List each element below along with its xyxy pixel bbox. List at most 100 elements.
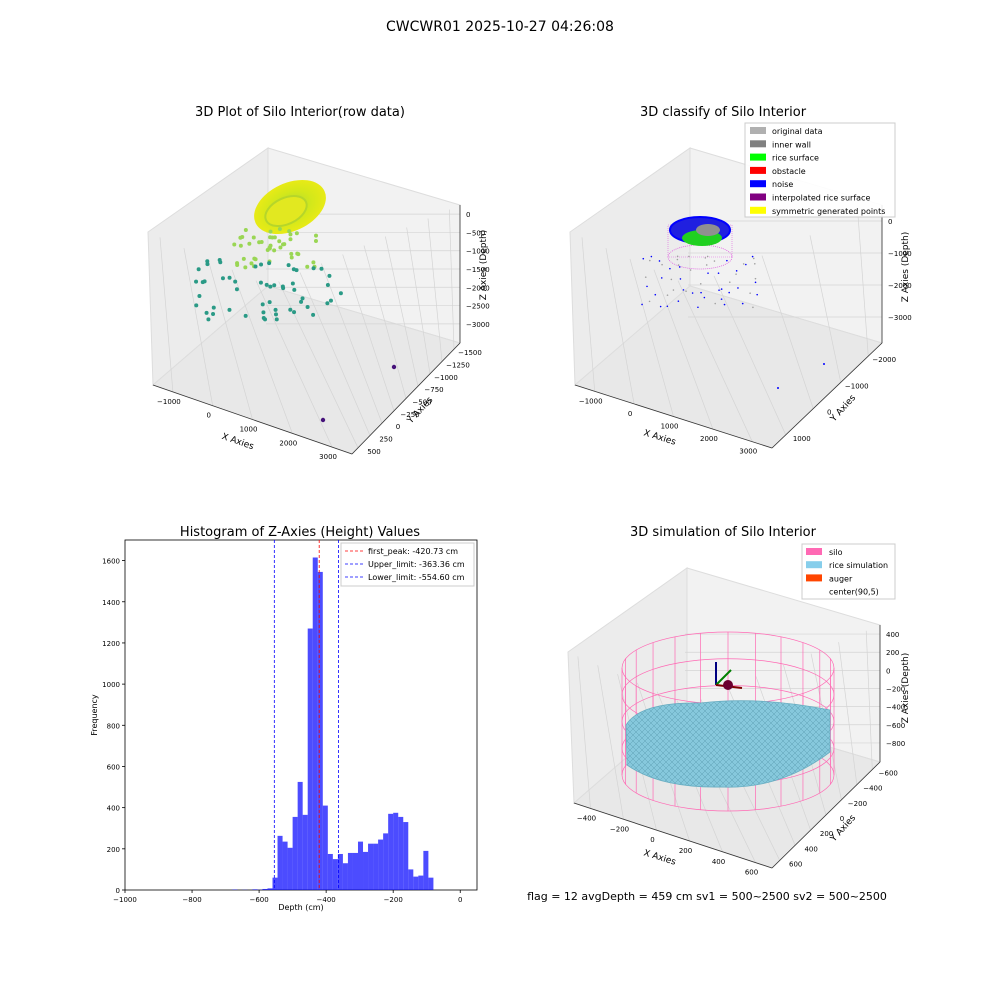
panel1-point	[289, 251, 294, 256]
histogram-bar	[317, 571, 323, 890]
panel1-point	[311, 260, 316, 265]
panel1-point	[243, 228, 248, 233]
panel3-ylabel: Frequency	[90, 694, 99, 736]
histogram-bar	[388, 813, 394, 890]
histogram-bar	[337, 853, 343, 890]
panel4-ygrid	[838, 642, 858, 785]
panel1-point	[252, 256, 257, 261]
panel2-point	[641, 303, 643, 306]
panel1-xgrid	[159, 237, 174, 392]
panel4-legend-label: auger	[829, 574, 853, 583]
histogram-xtick-label: −200	[384, 896, 403, 904]
panel2-point	[650, 255, 653, 258]
panel1-ztick: −1000	[466, 248, 490, 256]
panel2-legend-swatch	[750, 206, 766, 214]
panel4-legend-swatch	[806, 574, 822, 582]
panel2-point	[705, 264, 708, 266]
histogram-bar	[267, 888, 273, 890]
histogram-ytick-label: 200	[107, 846, 120, 854]
panel1-point	[313, 238, 318, 243]
panel1-xgrid	[207, 258, 253, 420]
panel2-point	[728, 291, 730, 294]
histogram-bar	[342, 863, 348, 890]
panel1-point	[338, 291, 343, 296]
panel2-legend-label: rice surface	[772, 154, 819, 163]
panel1-ztick: −3000	[466, 321, 490, 329]
panel1-point	[277, 239, 282, 244]
histogram-bar	[378, 839, 384, 890]
panel2-point	[735, 273, 737, 275]
panel2-point	[704, 257, 707, 259]
panel2-legend-label: inner wall	[772, 140, 811, 149]
panel2-point	[751, 255, 754, 258]
histogram-bar	[363, 851, 369, 890]
panel4-xtick: 0	[650, 836, 654, 844]
panel1-point	[272, 283, 277, 288]
histogram-bar	[307, 628, 313, 890]
panel2-point	[685, 290, 687, 293]
panel1-xtick: 3000	[319, 453, 337, 461]
panel1-point	[274, 317, 279, 322]
panel1-point	[263, 317, 268, 322]
panel1-point	[267, 261, 272, 266]
panel2-point	[726, 259, 728, 262]
panel2-legend-label: symmetric generated points	[772, 207, 885, 216]
panel2-point	[752, 257, 755, 260]
panel3-xlabel: Depth (cm)	[278, 903, 323, 912]
histogram-legend-label: Lower_limit: -554.60 cm	[368, 573, 465, 582]
panel1-point	[270, 235, 275, 240]
panel1-point	[264, 282, 269, 287]
panel3-title: Histogram of Z-Axies (Height) Values	[180, 525, 420, 540]
panel1-point	[205, 262, 210, 267]
panel1-point	[325, 301, 330, 306]
histogram-bar	[408, 869, 414, 890]
panel2-point	[676, 255, 679, 258]
panel2-point	[741, 302, 744, 305]
panel2-point	[754, 281, 757, 284]
panel1-point	[300, 296, 305, 301]
panel4-ytick: 400	[804, 845, 817, 853]
panel1-point	[217, 258, 222, 263]
panel1-ygrid	[384, 236, 419, 387]
panel2-point	[713, 260, 716, 262]
panel1-point	[391, 364, 397, 370]
panel1-point	[320, 417, 326, 423]
panel2-point	[676, 258, 679, 261]
panel2-point	[689, 269, 692, 271]
panel2-xgrid	[653, 269, 714, 430]
histogram-xtick-label: −600	[249, 896, 268, 904]
panel2-legend-swatch	[750, 166, 766, 174]
histogram-ytick-label: 800	[107, 722, 120, 730]
panel2-point	[703, 296, 706, 299]
panel2-ztick: 0	[888, 218, 892, 226]
histogram-bar	[277, 835, 283, 890]
panel2-point	[677, 300, 680, 302]
panel-simulation-3d: 3D simulation of Silo Interior −400 −200 0…	[567, 525, 911, 877]
histogram-bar	[352, 852, 358, 890]
panel1-point	[281, 286, 286, 291]
panel2-ytick: 1000	[793, 435, 811, 443]
panel4-ytick: 0	[840, 815, 844, 823]
panel2-zlabel: Z Axies (Depth)	[901, 232, 911, 303]
panel2-xgrid	[677, 280, 753, 442]
panel4-xtick: 600	[745, 869, 758, 877]
panel1-point	[286, 263, 291, 268]
panel1-point	[288, 237, 293, 242]
panel4-ytick: −200	[848, 800, 867, 808]
histogram-bar	[398, 816, 404, 890]
panel1-point	[227, 307, 232, 312]
panel2-ytick: −2000	[872, 356, 896, 364]
histogram-legend-label: Upper_limit: -363.36 cm	[368, 560, 465, 569]
panel1-ztick: −500	[466, 229, 485, 237]
panel1-point	[258, 280, 263, 285]
panel1-point	[234, 287, 239, 292]
panel1-point	[277, 226, 282, 231]
panel2-xgrid	[581, 237, 596, 392]
panel1-point	[243, 265, 248, 270]
histogram-bar	[302, 814, 308, 890]
panel1-point	[289, 255, 294, 260]
panel2-point	[718, 289, 720, 291]
panel4-ztick: 400	[886, 631, 899, 639]
panel1-point	[311, 312, 316, 317]
